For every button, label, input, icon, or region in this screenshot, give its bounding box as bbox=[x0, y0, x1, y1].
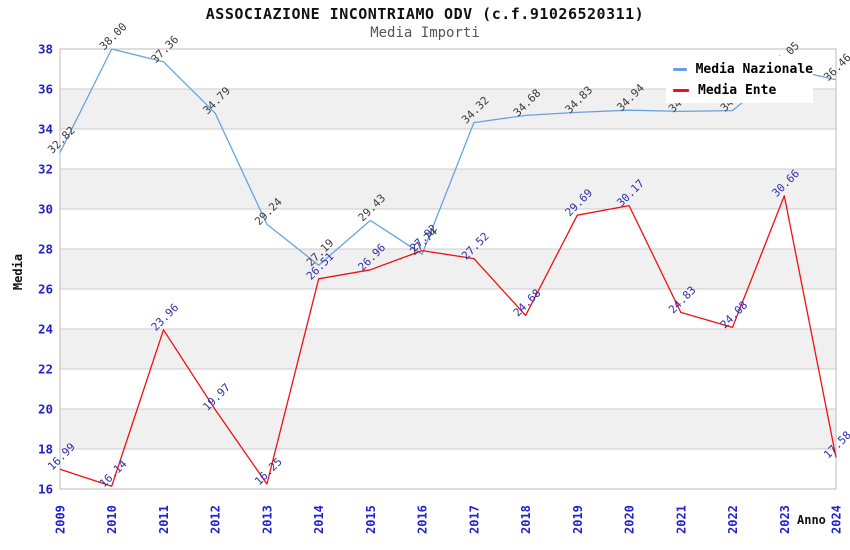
y-tick-label: 30 bbox=[38, 202, 53, 217]
y-tick-label: 32 bbox=[38, 162, 53, 177]
x-tick-label-2023: 2023 bbox=[778, 505, 792, 534]
media-nazionale-line-swatch-icon bbox=[673, 67, 687, 71]
x-tick-label-2017: 2017 bbox=[467, 505, 481, 534]
media-ente-line-swatch-icon bbox=[673, 88, 689, 92]
x-tick-label-2012: 2012 bbox=[209, 505, 223, 534]
legend-item-media-nazionale: Media Nazionale bbox=[666, 62, 813, 77]
grid-band bbox=[60, 329, 836, 369]
y-tick-label: 18 bbox=[38, 442, 53, 457]
x-axis-title: Anno bbox=[797, 513, 826, 527]
media-ente-value-label-2018: 24.68 bbox=[511, 287, 544, 320]
media-ente-value-label-2010: 16.14 bbox=[97, 457, 130, 490]
grid-band bbox=[60, 409, 836, 449]
media-ente-value-label-2013: 16.25 bbox=[252, 455, 285, 488]
y-axis-title: Media bbox=[11, 254, 25, 290]
x-tick-label-2013: 2013 bbox=[260, 505, 274, 534]
x-tick-label-2024: 2024 bbox=[830, 505, 844, 534]
x-tick-label-2016: 2016 bbox=[416, 505, 430, 534]
y-tick-label: 28 bbox=[38, 242, 53, 257]
media-nazionale-line bbox=[59, 48, 837, 266]
y-tick-label: 34 bbox=[38, 122, 53, 137]
y-tick-label: 26 bbox=[38, 282, 53, 297]
x-tick-label-2020: 2020 bbox=[623, 505, 637, 534]
x-tick-label-2014: 2014 bbox=[312, 505, 326, 534]
x-tick-label-2021: 2021 bbox=[674, 505, 688, 534]
y-tick-label: 38 bbox=[38, 42, 53, 57]
x-tick-label-2009: 2009 bbox=[54, 505, 68, 534]
legend-label-media-nazionale: Media Nazionale bbox=[695, 61, 813, 77]
media-ente-value-label-2022: 24.08 bbox=[718, 299, 751, 332]
x-tick-label-2019: 2019 bbox=[571, 505, 585, 534]
y-tick-label: 16 bbox=[38, 482, 53, 497]
plot-border bbox=[59, 48, 837, 490]
y-tick-label: 24 bbox=[38, 322, 53, 337]
y-tick-label: 22 bbox=[38, 362, 53, 377]
chart-title: ASSOCIAZIONE INCONTRIAMO ODV (c.f.910265… bbox=[205, 5, 645, 23]
x-tick-label-2022: 2022 bbox=[726, 505, 740, 534]
chart-subtitle: Media Importi bbox=[370, 25, 480, 41]
media-ente-line bbox=[59, 195, 837, 487]
y-tick-label: 36 bbox=[38, 82, 53, 97]
legend: Media Nazionale Media Ente bbox=[666, 56, 813, 103]
x-tick-label-2010: 2010 bbox=[105, 505, 119, 534]
x-tick-label-2011: 2011 bbox=[157, 505, 171, 534]
legend-label-media-ente: Media Ente bbox=[698, 82, 777, 98]
legend-item-media-ente: Media Ente bbox=[666, 83, 813, 98]
x-tick-label-2015: 2015 bbox=[364, 505, 378, 534]
y-tick-label: 20 bbox=[38, 402, 53, 417]
grid-band bbox=[60, 249, 836, 289]
x-tick-label-2018: 2018 bbox=[519, 505, 533, 534]
